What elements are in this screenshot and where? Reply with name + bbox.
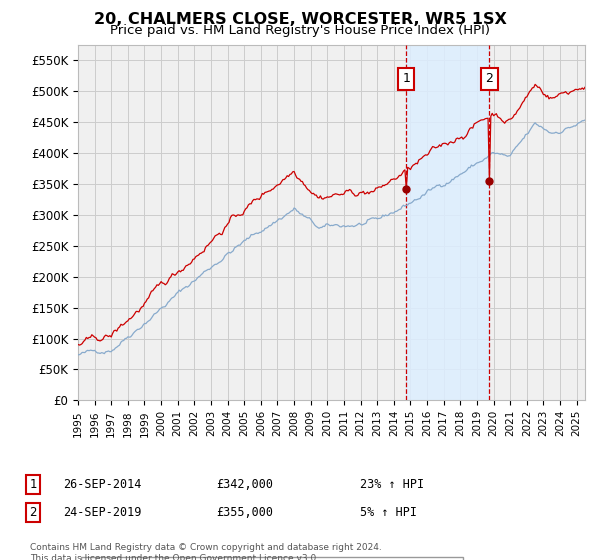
Text: 1: 1 xyxy=(402,72,410,85)
Text: 2: 2 xyxy=(485,72,493,85)
Legend: 20, CHALMERS CLOSE, WORCESTER, WR5 1SX (detached house), HPI: Average price, det: 20, CHALMERS CLOSE, WORCESTER, WR5 1SX (… xyxy=(80,557,463,560)
Text: 24-SEP-2019: 24-SEP-2019 xyxy=(63,506,142,519)
Text: Contains HM Land Registry data © Crown copyright and database right 2024.
This d: Contains HM Land Registry data © Crown c… xyxy=(30,543,382,560)
Text: 5% ↑ HPI: 5% ↑ HPI xyxy=(360,506,417,519)
Text: 20, CHALMERS CLOSE, WORCESTER, WR5 1SX: 20, CHALMERS CLOSE, WORCESTER, WR5 1SX xyxy=(94,12,506,27)
Text: 23% ↑ HPI: 23% ↑ HPI xyxy=(360,478,424,491)
Text: Price paid vs. HM Land Registry's House Price Index (HPI): Price paid vs. HM Land Registry's House … xyxy=(110,24,490,37)
Text: 1: 1 xyxy=(29,478,37,491)
Text: £342,000: £342,000 xyxy=(216,478,273,491)
Bar xyxy=(406,45,489,400)
Text: £355,000: £355,000 xyxy=(216,506,273,519)
Text: 2: 2 xyxy=(29,506,37,519)
Text: 26-SEP-2014: 26-SEP-2014 xyxy=(63,478,142,491)
